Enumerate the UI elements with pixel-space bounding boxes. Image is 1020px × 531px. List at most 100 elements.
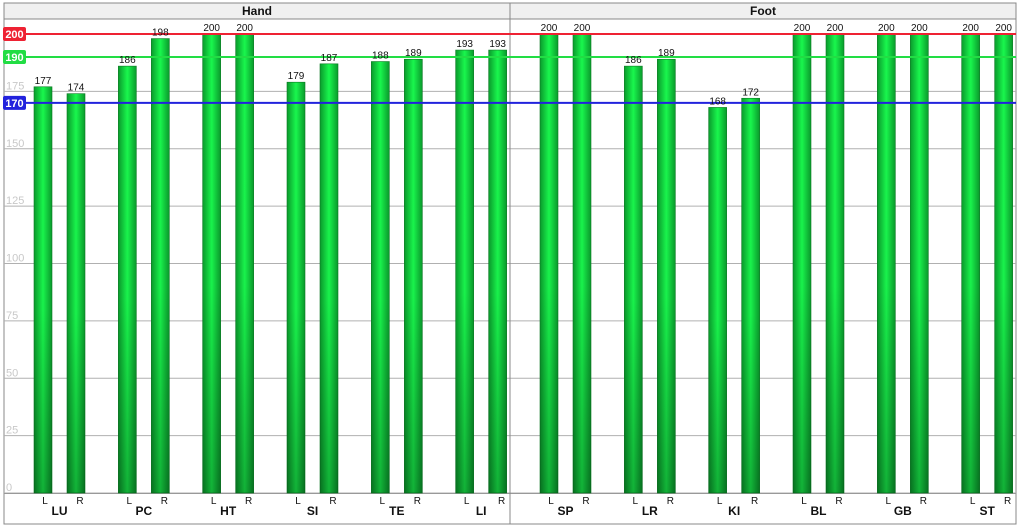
meridian-label: PC bbox=[135, 504, 152, 518]
bar-value-label: 172 bbox=[742, 87, 759, 98]
reference-label: 170 bbox=[5, 98, 23, 110]
side-label: R bbox=[835, 496, 842, 507]
side-label: L bbox=[380, 496, 386, 507]
grid-layer: 0 25 50 75 100 125 150 175 bbox=[3, 2, 1017, 525]
bar-value-label: 200 bbox=[995, 23, 1012, 34]
bar-value-label: 186 bbox=[119, 55, 136, 66]
bar-shade bbox=[34, 86, 52, 493]
bar-value-label: 187 bbox=[321, 53, 338, 64]
side-label: L bbox=[970, 496, 976, 507]
side-label: L bbox=[548, 496, 554, 507]
bar-shade bbox=[287, 82, 305, 493]
side-label: R bbox=[1004, 496, 1011, 507]
group-header-layer: Hand Foot bbox=[3, 2, 1017, 20]
side-label: L bbox=[633, 496, 639, 507]
bar-shade bbox=[994, 34, 1013, 493]
side-label: L bbox=[464, 496, 470, 507]
bar-value-label: 200 bbox=[878, 23, 895, 34]
side-label: L bbox=[211, 496, 217, 507]
side-label: R bbox=[329, 496, 336, 507]
bar-value-label: 198 bbox=[152, 28, 169, 39]
bar-shade bbox=[741, 98, 760, 493]
bar-shade bbox=[624, 66, 643, 493]
reference-lines-layer: 200 190 170 bbox=[3, 27, 1016, 110]
meridian-label: LI bbox=[476, 504, 487, 518]
bar-shade bbox=[67, 93, 85, 494]
bar-value-label: 200 bbox=[962, 23, 979, 34]
y-tick-label: 75 bbox=[6, 310, 18, 322]
reference-badge bbox=[3, 49, 26, 64]
meridian-label: LR bbox=[642, 504, 658, 518]
y-tick-label: 0 bbox=[6, 482, 12, 494]
side-label: R bbox=[161, 496, 168, 507]
side-label: R bbox=[414, 496, 421, 507]
bar-value-label: 186 bbox=[625, 55, 642, 66]
bar-shade bbox=[961, 34, 980, 493]
bar-value-label: 188 bbox=[372, 51, 389, 62]
bar-shade bbox=[118, 66, 137, 493]
bar-value-label: 200 bbox=[203, 23, 220, 34]
side-label: R bbox=[245, 496, 252, 507]
meridian-label: LU bbox=[52, 504, 68, 518]
bar-value-label: 200 bbox=[911, 23, 928, 34]
bar-shade bbox=[202, 34, 221, 493]
reference-label: 200 bbox=[5, 29, 23, 41]
group-header-label: Hand bbox=[242, 4, 272, 18]
bar-value-label: 177 bbox=[35, 76, 52, 87]
side-label: L bbox=[295, 496, 301, 507]
bar-shade bbox=[235, 34, 254, 493]
meridian-label: TE bbox=[389, 504, 404, 518]
bar-value-label: 200 bbox=[794, 23, 811, 34]
bar-shade bbox=[404, 59, 423, 494]
meridian-label: BL bbox=[811, 504, 827, 518]
meridian-label: GB bbox=[894, 504, 912, 518]
bar-value-label: 168 bbox=[709, 96, 726, 107]
reference-badge bbox=[3, 95, 26, 110]
side-label: R bbox=[582, 496, 589, 507]
bar-value-label: 189 bbox=[405, 48, 422, 59]
bar-shade bbox=[488, 50, 507, 493]
y-tick-label: 50 bbox=[6, 367, 18, 379]
bar-value-label: 200 bbox=[574, 23, 591, 34]
side-label: R bbox=[498, 496, 505, 507]
meridian-label: ST bbox=[979, 504, 995, 518]
bar-shade bbox=[455, 50, 474, 493]
meridian-label: SI bbox=[307, 504, 318, 518]
y-tick-label: 150 bbox=[6, 138, 24, 150]
bar-value-label: 200 bbox=[236, 23, 253, 34]
bar-shade bbox=[910, 34, 929, 493]
meridian-label: SP bbox=[557, 504, 573, 518]
bar-shade bbox=[320, 63, 338, 494]
bar-shade bbox=[708, 107, 727, 493]
meridian-label: HT bbox=[220, 504, 237, 518]
bar-shade bbox=[540, 34, 558, 493]
labels-layer: 177 L 174 R LU 186 L 198 R PC 200 L 200 R HT 179 L 187 R SI… bbox=[35, 23, 1013, 518]
bar-shade bbox=[826, 34, 844, 493]
side-label: R bbox=[920, 496, 927, 507]
bar-value-label: 193 bbox=[489, 39, 506, 50]
bar-shade bbox=[657, 59, 676, 494]
bar-value-label: 193 bbox=[456, 39, 473, 50]
reference-label: 190 bbox=[5, 52, 23, 64]
bar-shade bbox=[793, 34, 811, 493]
y-tick-label: 25 bbox=[6, 425, 18, 437]
bar-value-label: 174 bbox=[68, 83, 85, 94]
side-label: L bbox=[127, 496, 133, 507]
side-label: R bbox=[76, 496, 83, 507]
side-label: L bbox=[42, 496, 48, 507]
meridian-label: KI bbox=[728, 504, 740, 518]
bar-shade bbox=[877, 34, 896, 493]
side-label: L bbox=[886, 496, 892, 507]
y-tick-label: 125 bbox=[6, 195, 24, 207]
side-label: L bbox=[801, 496, 807, 507]
side-label: R bbox=[667, 496, 674, 507]
bar-value-label: 179 bbox=[288, 71, 305, 82]
bar-shade bbox=[151, 38, 170, 494]
y-tick-label: 100 bbox=[6, 253, 24, 265]
reference-badge bbox=[3, 27, 26, 41]
bar-value-label: 200 bbox=[827, 23, 844, 34]
group-header-label: Foot bbox=[750, 4, 776, 18]
y-tick-label: 175 bbox=[6, 80, 24, 92]
